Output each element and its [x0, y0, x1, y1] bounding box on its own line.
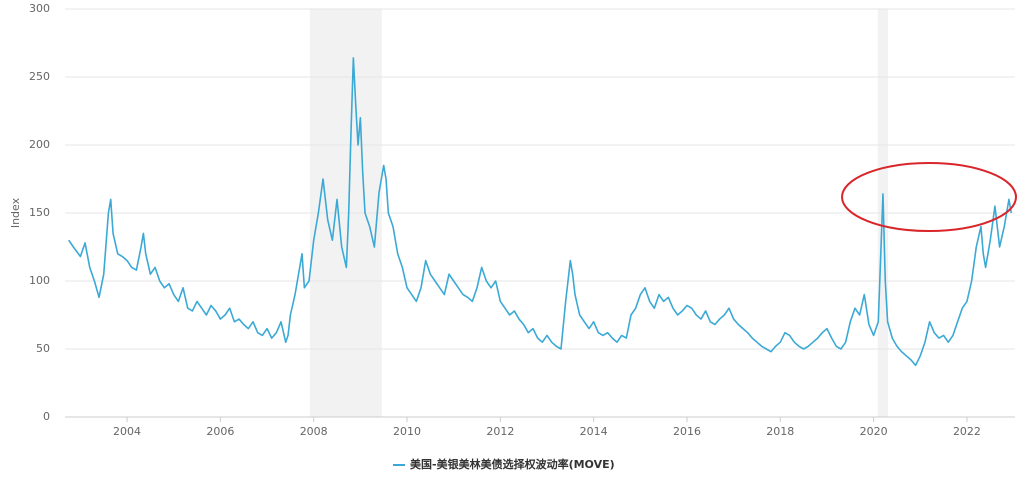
y-tick-label: 200 — [29, 138, 50, 151]
x-tick-label: 2006 — [206, 425, 234, 438]
y-tick-label: 100 — [29, 274, 50, 287]
x-tick-label: 2022 — [953, 425, 981, 438]
y-tick-label: 250 — [29, 70, 50, 83]
y-tick-label: 0 — [43, 410, 50, 423]
x-tick-label: 2018 — [766, 425, 794, 438]
y-tick-label: 300 — [29, 2, 50, 15]
y-axis-label: Index — [9, 197, 22, 228]
y-tick-label: 150 — [29, 206, 50, 219]
x-tick-label: 2010 — [393, 425, 421, 438]
highlight-ellipse — [841, 162, 1017, 232]
grid-layer — [65, 8, 1015, 422]
x-tick-label: 2016 — [673, 425, 701, 438]
x-tick-label: 2012 — [486, 425, 514, 438]
plot-layer — [68, 57, 1013, 367]
x-tick-label: 2020 — [860, 425, 888, 438]
series-line — [68, 57, 1013, 367]
legend-text: 美国-美银美林美债选择权波动率(MOVE) — [410, 457, 615, 471]
x-tick-label: 2004 — [113, 425, 141, 438]
x-tick-label: 2014 — [580, 425, 608, 438]
y-tick-label: 50 — [36, 342, 50, 355]
x-tick-label: 2008 — [300, 425, 328, 438]
